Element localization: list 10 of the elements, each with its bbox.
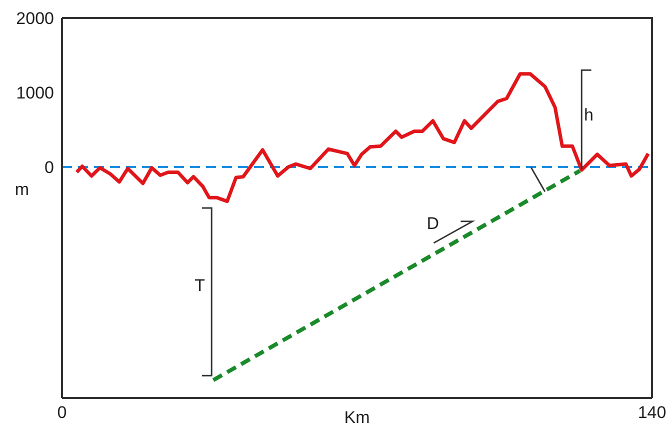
annotation: T xyxy=(194,276,205,295)
x-axis-title: Km xyxy=(344,408,370,427)
line-series xyxy=(75,72,650,204)
annotation: h xyxy=(584,105,594,124)
y-axis-title: m xyxy=(14,180,30,200)
y-tick-label: 2000 xyxy=(16,9,54,28)
annotation: D xyxy=(426,214,439,234)
y-tick-label: 0 xyxy=(44,158,54,178)
y-tick-label: 1000 xyxy=(16,84,54,103)
x-tick-label: 140 xyxy=(638,403,666,422)
